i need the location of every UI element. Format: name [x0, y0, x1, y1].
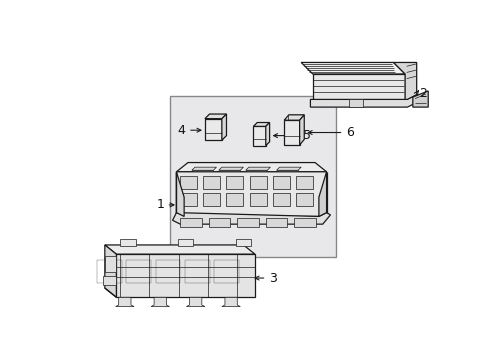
Bar [237, 218, 259, 227]
Bar [253, 126, 266, 145]
Polygon shape [319, 172, 327, 216]
Text: 5: 5 [303, 129, 312, 142]
Polygon shape [172, 213, 330, 224]
Polygon shape [176, 163, 327, 172]
Bar [266, 218, 287, 227]
Bar [219, 170, 240, 197]
Bar [192, 170, 214, 197]
Polygon shape [266, 122, 270, 145]
Bar [97, 260, 122, 283]
Bar [284, 120, 300, 145]
Polygon shape [187, 297, 205, 306]
Polygon shape [192, 167, 217, 170]
Polygon shape [301, 62, 405, 74]
Bar [103, 276, 116, 285]
Bar [209, 218, 230, 227]
Polygon shape [311, 95, 416, 107]
Polygon shape [117, 254, 255, 297]
Polygon shape [393, 62, 416, 101]
Bar [296, 193, 313, 206]
Text: 4: 4 [178, 124, 186, 137]
Bar [180, 218, 202, 227]
Text: 1: 1 [156, 198, 164, 211]
Bar [180, 193, 197, 206]
Bar [105, 256, 116, 272]
Bar [203, 176, 220, 189]
Bar [226, 193, 244, 206]
Bar [276, 170, 298, 197]
Bar [180, 176, 197, 189]
Bar [273, 176, 290, 189]
Polygon shape [276, 167, 301, 170]
Bar [294, 218, 316, 227]
Polygon shape [222, 114, 226, 140]
Polygon shape [313, 74, 405, 101]
Text: 2: 2 [419, 87, 427, 100]
Bar [203, 193, 220, 206]
Polygon shape [245, 167, 270, 170]
Bar [214, 260, 239, 283]
Bar [245, 170, 268, 197]
Bar [226, 176, 244, 189]
Polygon shape [105, 245, 117, 297]
Bar [171, 95, 336, 257]
Bar [156, 260, 180, 283]
Polygon shape [105, 245, 255, 254]
Bar [185, 260, 210, 283]
Polygon shape [116, 297, 134, 306]
Bar [349, 99, 363, 107]
Bar [236, 239, 251, 247]
Polygon shape [151, 297, 170, 306]
Bar [178, 239, 194, 247]
Polygon shape [413, 91, 428, 107]
Polygon shape [284, 115, 304, 120]
Bar [273, 193, 290, 206]
Polygon shape [219, 167, 244, 170]
Bar [126, 260, 151, 283]
Bar [249, 193, 267, 206]
Polygon shape [300, 115, 304, 145]
Polygon shape [176, 172, 327, 216]
Polygon shape [222, 297, 240, 306]
Text: 6: 6 [346, 126, 354, 139]
Bar [205, 119, 222, 140]
Bar [249, 176, 267, 189]
Bar [120, 239, 136, 247]
Bar [296, 176, 313, 189]
Polygon shape [205, 114, 226, 119]
Text: 3: 3 [269, 271, 277, 284]
Polygon shape [176, 172, 184, 216]
Polygon shape [253, 122, 270, 126]
